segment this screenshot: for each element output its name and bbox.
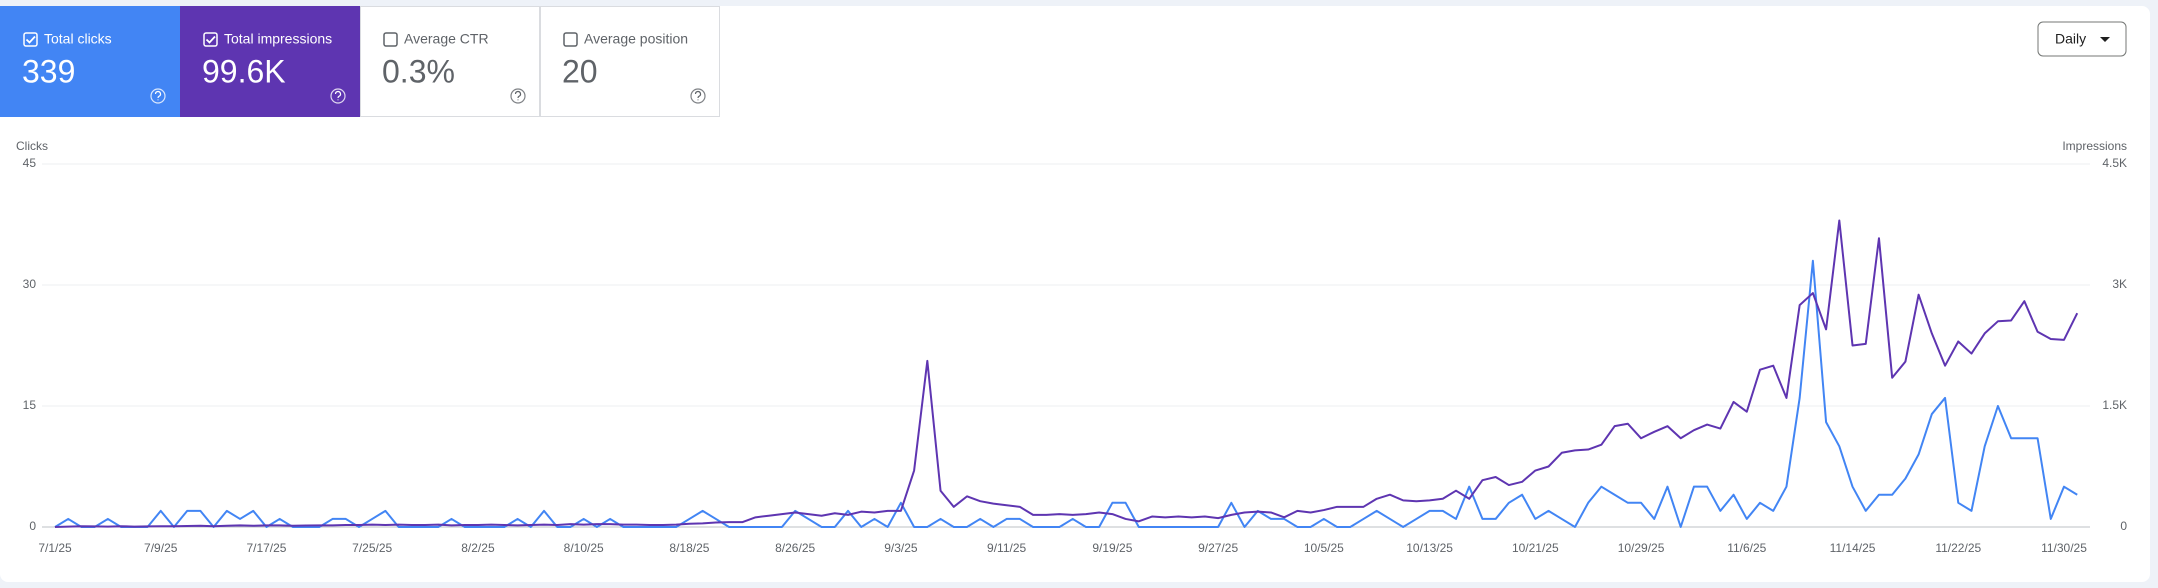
x-tick-label: 9/19/25 xyxy=(1092,541,1132,555)
metric-label: Total impressions xyxy=(224,31,332,47)
x-tick-label: 9/3/25 xyxy=(884,541,918,555)
x-tick-label: 10/13/25 xyxy=(1406,541,1453,555)
checkbox[interactable] xyxy=(23,32,38,47)
checkmark xyxy=(25,35,36,44)
y2-tick-label: 4.5K xyxy=(2102,156,2127,170)
metric-label: Average CTR xyxy=(404,31,489,47)
metric-card[interactable]: Total impressions 99.6K xyxy=(180,6,360,117)
metric-card[interactable]: Average position 20 xyxy=(540,6,720,117)
y-tick-label: 15 xyxy=(23,398,37,412)
metric-card[interactable]: Average CTR 0.3% xyxy=(360,6,540,117)
y-tick-label: 0 xyxy=(29,519,36,533)
x-tick-label: 8/18/25 xyxy=(669,541,709,555)
series-line xyxy=(54,259,2078,528)
card-background[interactable] xyxy=(180,6,360,117)
x-tick-label: 9/11/25 xyxy=(987,541,1026,555)
metric-value: 99.6K xyxy=(202,53,286,89)
dropdown-label: Daily xyxy=(2055,31,2086,47)
x-tick-label: 7/9/25 xyxy=(144,541,178,555)
metric-label: Average position xyxy=(584,31,688,47)
y2-tick-label: 0 xyxy=(2120,519,2127,533)
panel-background xyxy=(0,6,2150,582)
help-icon[interactable] xyxy=(330,88,346,104)
series-line xyxy=(54,219,2079,528)
metric-value: 0.3% xyxy=(382,53,455,89)
x-tick-label: 8/10/25 xyxy=(564,541,604,555)
help-icon-glyph xyxy=(514,90,522,101)
checkbox[interactable] xyxy=(563,32,578,47)
chart: Clicks Impressions 0 15 30 45 0 1.5K 3K 4.5K 7/1/2… xyxy=(16,139,2127,555)
x-tick-label: 7/25/25 xyxy=(352,541,392,555)
y-tick-label: 45 xyxy=(23,156,37,170)
x-tick-label: 8/26/25 xyxy=(775,541,815,555)
help-icon[interactable] xyxy=(510,88,526,104)
card-background[interactable] xyxy=(0,6,180,117)
dropdown-button[interactable] xyxy=(2037,21,2127,57)
checkbox[interactable] xyxy=(383,32,398,47)
metric-value: 339 xyxy=(22,53,75,89)
y-tick-label: 30 xyxy=(23,277,37,291)
metric-label: Total clicks xyxy=(44,31,112,47)
dropdown-arrow xyxy=(2100,37,2110,42)
x-tick-label: 9/27/25 xyxy=(1198,541,1238,555)
help-icon[interactable] xyxy=(690,88,706,104)
x-tick-label: 11/30/25 xyxy=(2041,541,2087,555)
interval-selector[interactable]: Daily xyxy=(2037,21,2127,57)
card-background[interactable] xyxy=(360,6,540,117)
x-tick-label: 11/14/25 xyxy=(1830,541,1876,555)
x-tick-label: 7/17/25 xyxy=(246,541,286,555)
x-tick-label: 10/5/25 xyxy=(1304,541,1344,555)
x-tick-label: 10/29/25 xyxy=(1618,541,1665,555)
y2-axis-title: Impressions xyxy=(2062,139,2127,153)
x-tick-label: 7/1/25 xyxy=(38,541,72,555)
help-icon-glyph xyxy=(334,90,342,101)
help-icon[interactable] xyxy=(150,88,166,104)
x-tick-label: 10/21/25 xyxy=(1512,541,1559,555)
checkbox[interactable] xyxy=(203,32,218,47)
y2-tick-label: 3K xyxy=(2112,277,2127,291)
help-icon-glyph xyxy=(154,90,162,101)
card-background[interactable] xyxy=(540,6,720,117)
x-tick-label: 11/6/25 xyxy=(1727,541,1766,555)
metric-card[interactable]: Total clicks 339 xyxy=(0,6,180,117)
x-tick-label: 11/22/25 xyxy=(1935,541,1981,555)
y-axis-title: Clicks xyxy=(16,139,48,153)
y2-tick-label: 1.5K xyxy=(2102,398,2127,412)
checkmark xyxy=(205,35,216,44)
metric-value: 20 xyxy=(562,53,598,89)
help-icon-glyph xyxy=(694,90,702,101)
x-tick-label: 8/2/25 xyxy=(461,541,495,555)
